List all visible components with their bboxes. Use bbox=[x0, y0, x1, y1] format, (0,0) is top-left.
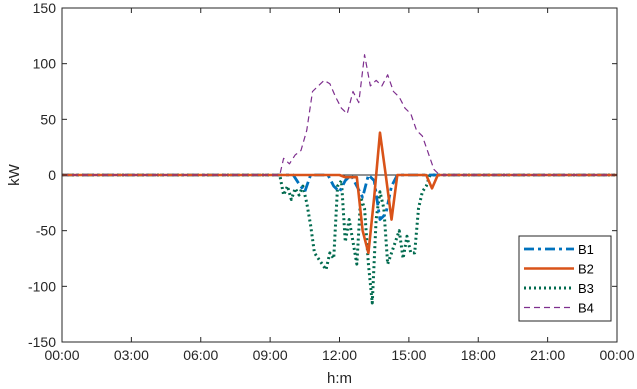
x-tick-label: 00:00 bbox=[599, 347, 634, 363]
y-axis-label: kW bbox=[6, 163, 23, 186]
y-tick-label: -50 bbox=[36, 223, 56, 239]
series-line-b1 bbox=[62, 173, 617, 221]
series-line-b3 bbox=[62, 173, 617, 305]
y-tick-label: 150 bbox=[33, 0, 57, 16]
legend-label-b1: B1 bbox=[578, 242, 594, 257]
y-tick-label: -100 bbox=[28, 278, 56, 294]
x-tick-label: 03:00 bbox=[114, 347, 149, 363]
x-tick-label: 12:00 bbox=[322, 347, 357, 363]
legend-box bbox=[518, 235, 612, 322]
y-tick-label: 50 bbox=[40, 111, 56, 127]
x-tick-label: 09:00 bbox=[253, 347, 288, 363]
x-axis-label: h:m bbox=[327, 370, 352, 387]
y-tick-label: 100 bbox=[33, 56, 57, 72]
x-tick-label: 00:00 bbox=[44, 347, 79, 363]
legend-label-b2: B2 bbox=[578, 262, 594, 277]
x-tick-label: 06:00 bbox=[183, 347, 218, 363]
x-tick-label: 15:00 bbox=[391, 347, 426, 363]
legend: B1 B2 B3 B4 bbox=[518, 235, 612, 322]
legend-label-b3: B3 bbox=[578, 281, 594, 296]
legend-label-b4: B4 bbox=[578, 301, 594, 316]
y-tick-label: 0 bbox=[48, 167, 56, 183]
tick-layer: 00:00 03:00 06:00 09:00 12:00 15:00 18:00 21:00… bbox=[28, 0, 635, 363]
series-layer bbox=[62, 54, 617, 305]
series-line-b4 bbox=[62, 54, 617, 176]
x-tick-label: 21:00 bbox=[530, 347, 565, 363]
series-line-b2 bbox=[62, 131, 617, 255]
x-tick-label: 18:00 bbox=[461, 347, 496, 363]
y-tick-label: -150 bbox=[28, 334, 56, 350]
